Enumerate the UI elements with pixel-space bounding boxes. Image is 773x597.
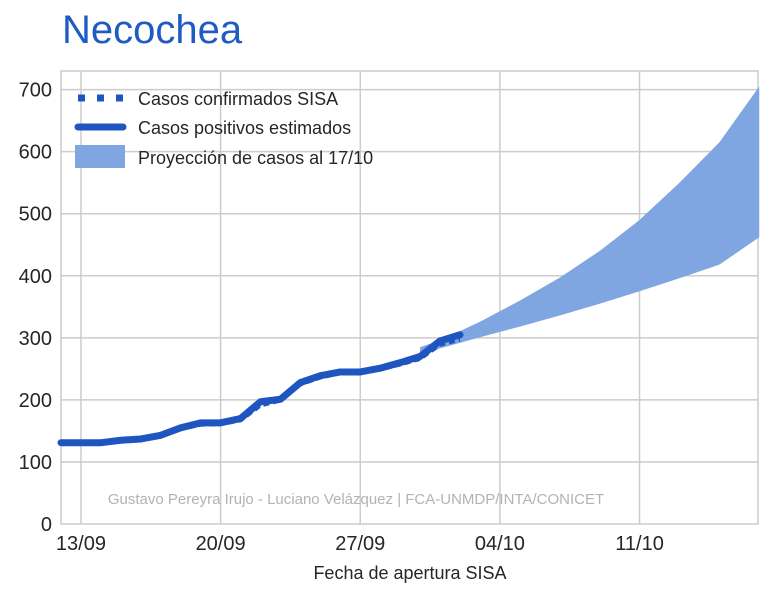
tick-label-layer: 0 100 200 300 400 500 600 700 13/09 20/09 27/09 04/… <box>19 80 664 555</box>
y-tick-label: 0 <box>41 514 52 536</box>
y-tick-label: 300 <box>19 328 52 350</box>
x-tick-label: 13/09 <box>56 533 106 555</box>
projection-band-layer <box>420 86 760 357</box>
y-tick-label: 400 <box>19 266 52 288</box>
projection-band <box>420 86 760 357</box>
series-line-estimated <box>57 331 464 447</box>
chart-title: Necochea <box>62 8 243 52</box>
x-tick-label: 27/09 <box>335 533 385 555</box>
legend-label-estimated: Casos positivos estimados <box>138 118 351 138</box>
credit-text: Gustavo Pereyra Irujo - Luciano Velázque… <box>108 491 604 508</box>
legend-label-confirmed: Casos confirmados SISA <box>138 89 338 109</box>
legend: Casos confirmados SISA Casos positivos e… <box>74 89 373 168</box>
legend-swatch-projection <box>75 145 125 168</box>
x-tick-label: 04/10 <box>475 533 525 555</box>
y-tick-label: 700 <box>19 80 52 102</box>
series-line-layer <box>57 331 464 447</box>
x-axis-title: Fecha de apertura SISA <box>313 563 506 583</box>
y-tick-label: 200 <box>19 390 52 412</box>
x-tick-label: 11/10 <box>615 533 664 555</box>
legend-label-projection: Proyección de casos al 17/10 <box>138 148 373 168</box>
y-tick-label: 100 <box>19 452 52 474</box>
y-tick-label: 500 <box>19 204 52 226</box>
x-tick-label: 20/09 <box>196 533 246 555</box>
plot-frame <box>60 70 759 525</box>
y-tick-label: 600 <box>19 142 52 164</box>
